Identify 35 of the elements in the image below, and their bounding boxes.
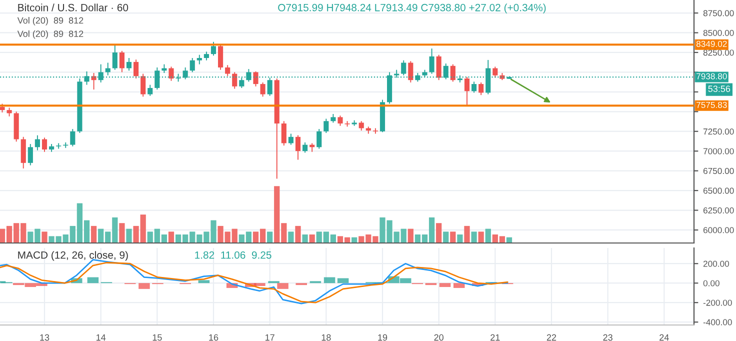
x-tick-label: 13 (40, 334, 50, 341)
y-tick-label: 7000.00 (703, 148, 734, 154)
x-tick-label: 18 (322, 334, 331, 341)
y-tick-label: 8750.00 (703, 10, 734, 16)
y-tick-label: -200.00 (703, 300, 732, 306)
x-tick-label: 17 (265, 334, 274, 341)
y-tick-label: 0.00 (703, 280, 720, 286)
annotation: O7915.99 H7948.24 L7913.49 C7938.80 +27.02 (+0.34%) (278, 4, 546, 14)
chart-title: Bitcoin / U.S. Dollar · 60 (18, 4, 128, 12)
y-tick-label: 7250.00 (703, 128, 734, 135)
x-tick-label: 14 (96, 334, 106, 341)
x-tick-label: 24 (660, 334, 669, 341)
x-tick-label: 19 (378, 334, 388, 341)
x-tick-label: 21 (490, 334, 500, 341)
annotation: 1.82 11.06 9.25 (195, 251, 272, 259)
y-tick-label: 6000.00 (703, 227, 734, 234)
x-tick-label: 22 (546, 334, 556, 341)
ref-line-label: 8349.02 (696, 40, 727, 47)
ref-line-label: 7575.83 (696, 102, 727, 108)
y-tick-label: 8500.00 (703, 30, 734, 36)
annotation: Vol (20) 89 812 (17, 17, 84, 26)
x-tick-label: 15 (152, 334, 162, 341)
y-tick-label: -400.00 (703, 319, 732, 326)
text: 53:56 (708, 86, 730, 92)
y-tick-label: 6250.00 (703, 207, 734, 214)
x-tick-label: 16 (209, 334, 218, 341)
y-tick-label: 6500.00 (703, 188, 734, 194)
chart-title: MACD (12, 26, close, 9) (18, 251, 128, 261)
ref-line-label: 7938.80 (696, 73, 727, 80)
x-tick-label: 23 (603, 334, 612, 341)
y-tick-label: 6750.00 (703, 168, 734, 174)
x-tick-label: 20 (434, 334, 444, 341)
y-tick-label: 200.00 (703, 260, 730, 267)
y-tick-label: 8250.00 (703, 50, 734, 56)
annotation: Vol (20) 89 812 (17, 30, 84, 39)
